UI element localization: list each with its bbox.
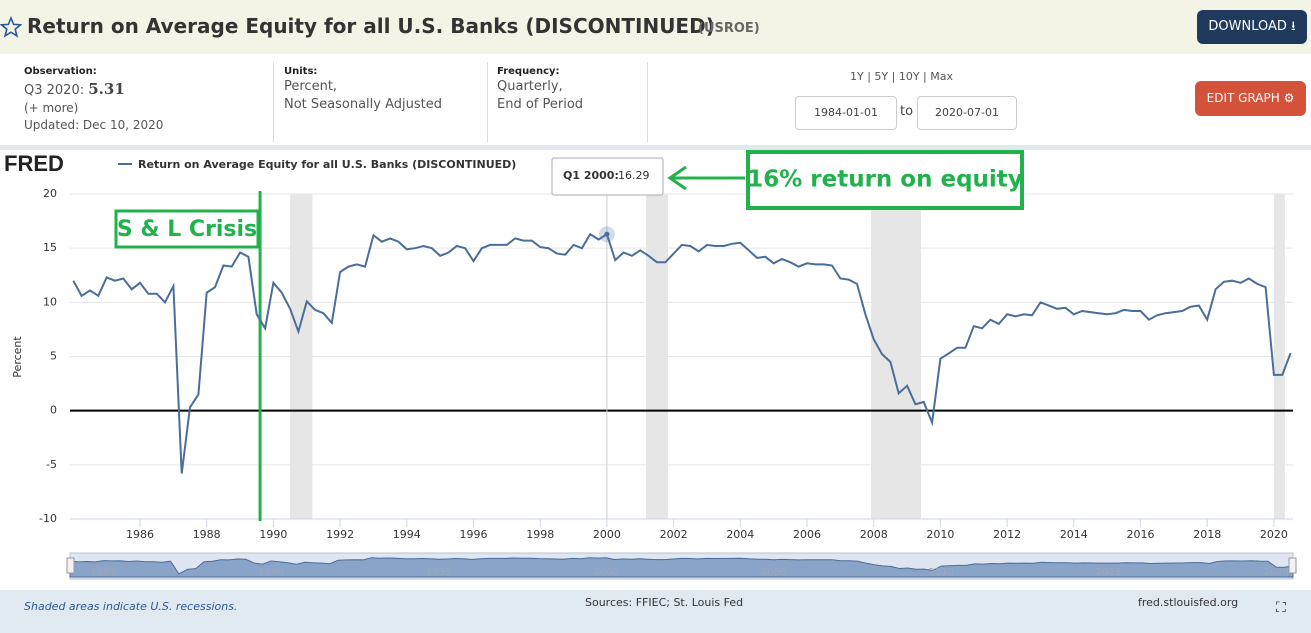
observation-label: Observation: (24, 66, 97, 77)
y-tick-label: 10 (43, 295, 57, 308)
y-tick-label: 20 (43, 187, 57, 200)
navigator-tick-label: 2010 (928, 567, 953, 578)
navigator-handle (66, 557, 75, 574)
x-tick-label: 1992 (326, 528, 354, 541)
x-tick-label: 2012 (993, 528, 1021, 541)
divider (647, 62, 648, 142)
recession-note: Shaded areas indicate U.S. recessions. (24, 600, 238, 613)
more-link[interactable]: (+ more) (24, 101, 79, 115)
x-tick-label: 1994 (393, 528, 421, 541)
tooltip-value: 16.29 (618, 169, 650, 182)
x-tick-label: 2014 (1060, 528, 1088, 541)
navigator-tick-label: 2000 (593, 567, 618, 578)
series-code: (USROE) (698, 21, 760, 36)
y-tick-label: 5 (50, 350, 57, 363)
navigator-tick-label: 2005 (761, 567, 786, 578)
y-tick-label: -5 (46, 458, 57, 471)
x-tick-label: 1988 (193, 528, 221, 541)
navigator-tick-label: 1995 (426, 567, 451, 578)
edit-graph-button[interactable]: EDIT GRAPH ⚙ (1195, 81, 1306, 116)
x-tick-label: 1998 (526, 528, 554, 541)
x-tick-label: 2010 (926, 528, 954, 541)
x-tick-label: 2008 (860, 528, 888, 541)
divider (273, 62, 274, 142)
download-button[interactable]: DOWNLOAD ⭳ (1197, 10, 1307, 44)
divider (487, 62, 488, 142)
x-tick-label: 2006 (793, 528, 821, 541)
navigator-area (69, 557, 1294, 578)
units-line: Percent, (284, 79, 338, 94)
annotation-box (746, 150, 1024, 210)
start-date[interactable]: 1984-01-01 (795, 96, 897, 130)
navigator-tick-label: 2020 (1264, 567, 1289, 578)
title: Return on Average Equity for all U.S. Ba… (27, 14, 715, 38)
edit-label: EDIT GRAPH (1206, 91, 1280, 105)
x-tick-label: 2020 (1260, 528, 1288, 541)
navigator-tick-label: 2015 (1096, 567, 1121, 578)
x-tick-label: 2000 (593, 528, 621, 541)
x-tick-label: 1990 (259, 528, 287, 541)
end-date[interactable]: 2020-07-01 (917, 96, 1017, 130)
download-label: DOWNLOAD (1208, 19, 1287, 34)
x-tick-label: 2016 (1127, 528, 1155, 541)
x-tick-label: 2004 (726, 528, 754, 541)
frequency: Quarterly, End of Period (497, 78, 583, 114)
units: Percent, Not Seasonally Adjusted (284, 78, 442, 114)
sources: Sources: FFIEC; St. Louis Fed (585, 596, 744, 609)
y-tick-label: -10 (39, 512, 57, 525)
annotation-text: S & L Crisis (117, 217, 257, 242)
chart: FRED Percent Return on Average Equity fo… (0, 145, 1311, 633)
navigator-tick-label: 1990 (258, 567, 283, 578)
frequency-line: Quarterly, (497, 79, 563, 94)
y-tick-label: 0 (50, 404, 57, 417)
range-links[interactable]: 1Y | 5Y | 10Y | Max (850, 70, 953, 83)
series-line (72, 232, 1292, 474)
legend-label: Return on Average Equity for all U.S. Ba… (138, 158, 516, 171)
tooltip-box (551, 157, 664, 196)
navigator-handle (1288, 557, 1297, 574)
units-line: Not Seasonally Adjusted (284, 97, 442, 112)
hover-point (604, 231, 610, 237)
x-tick-label: 2002 (660, 528, 688, 541)
x-tick-label: 1996 (460, 528, 488, 541)
logo: FRED (4, 151, 64, 176)
y-axis-label: Percent (11, 336, 24, 378)
fullscreen-icon[interactable]: ⛶ (1276, 600, 1286, 616)
info-row: Observation: Q3 2020: 5.31 (+ more) Upda… (0, 54, 1311, 145)
navigator-tick-label: 1985 (91, 567, 116, 578)
arrow-head (667, 165, 687, 191)
updated: Updated: Dec 10, 2020 (24, 118, 164, 132)
site: fred.stlouisfed.org (1138, 596, 1239, 609)
star-icon[interactable] (0, 16, 22, 38)
annotation-box (114, 209, 260, 249)
annotation-text: 16% return on equity (747, 167, 1023, 193)
units-label: Units: (284, 66, 318, 77)
x-tick-label: 2018 (1193, 528, 1221, 541)
observation: Q3 2020: 5.31 (24, 80, 125, 100)
to-label: to (900, 104, 914, 119)
observation-value: 5.31 (88, 80, 125, 98)
header: Return on Average Equity for all U.S. Ba… (0, 0, 1311, 54)
x-tick-label: 1986 (126, 528, 154, 541)
tooltip-label: Q1 2000: (563, 169, 619, 182)
observation-period: Q3 2020: (24, 83, 85, 98)
frequency-label: Frequency: (497, 66, 560, 77)
frequency-line: End of Period (497, 97, 584, 112)
y-tick-label: 15 (43, 241, 57, 254)
